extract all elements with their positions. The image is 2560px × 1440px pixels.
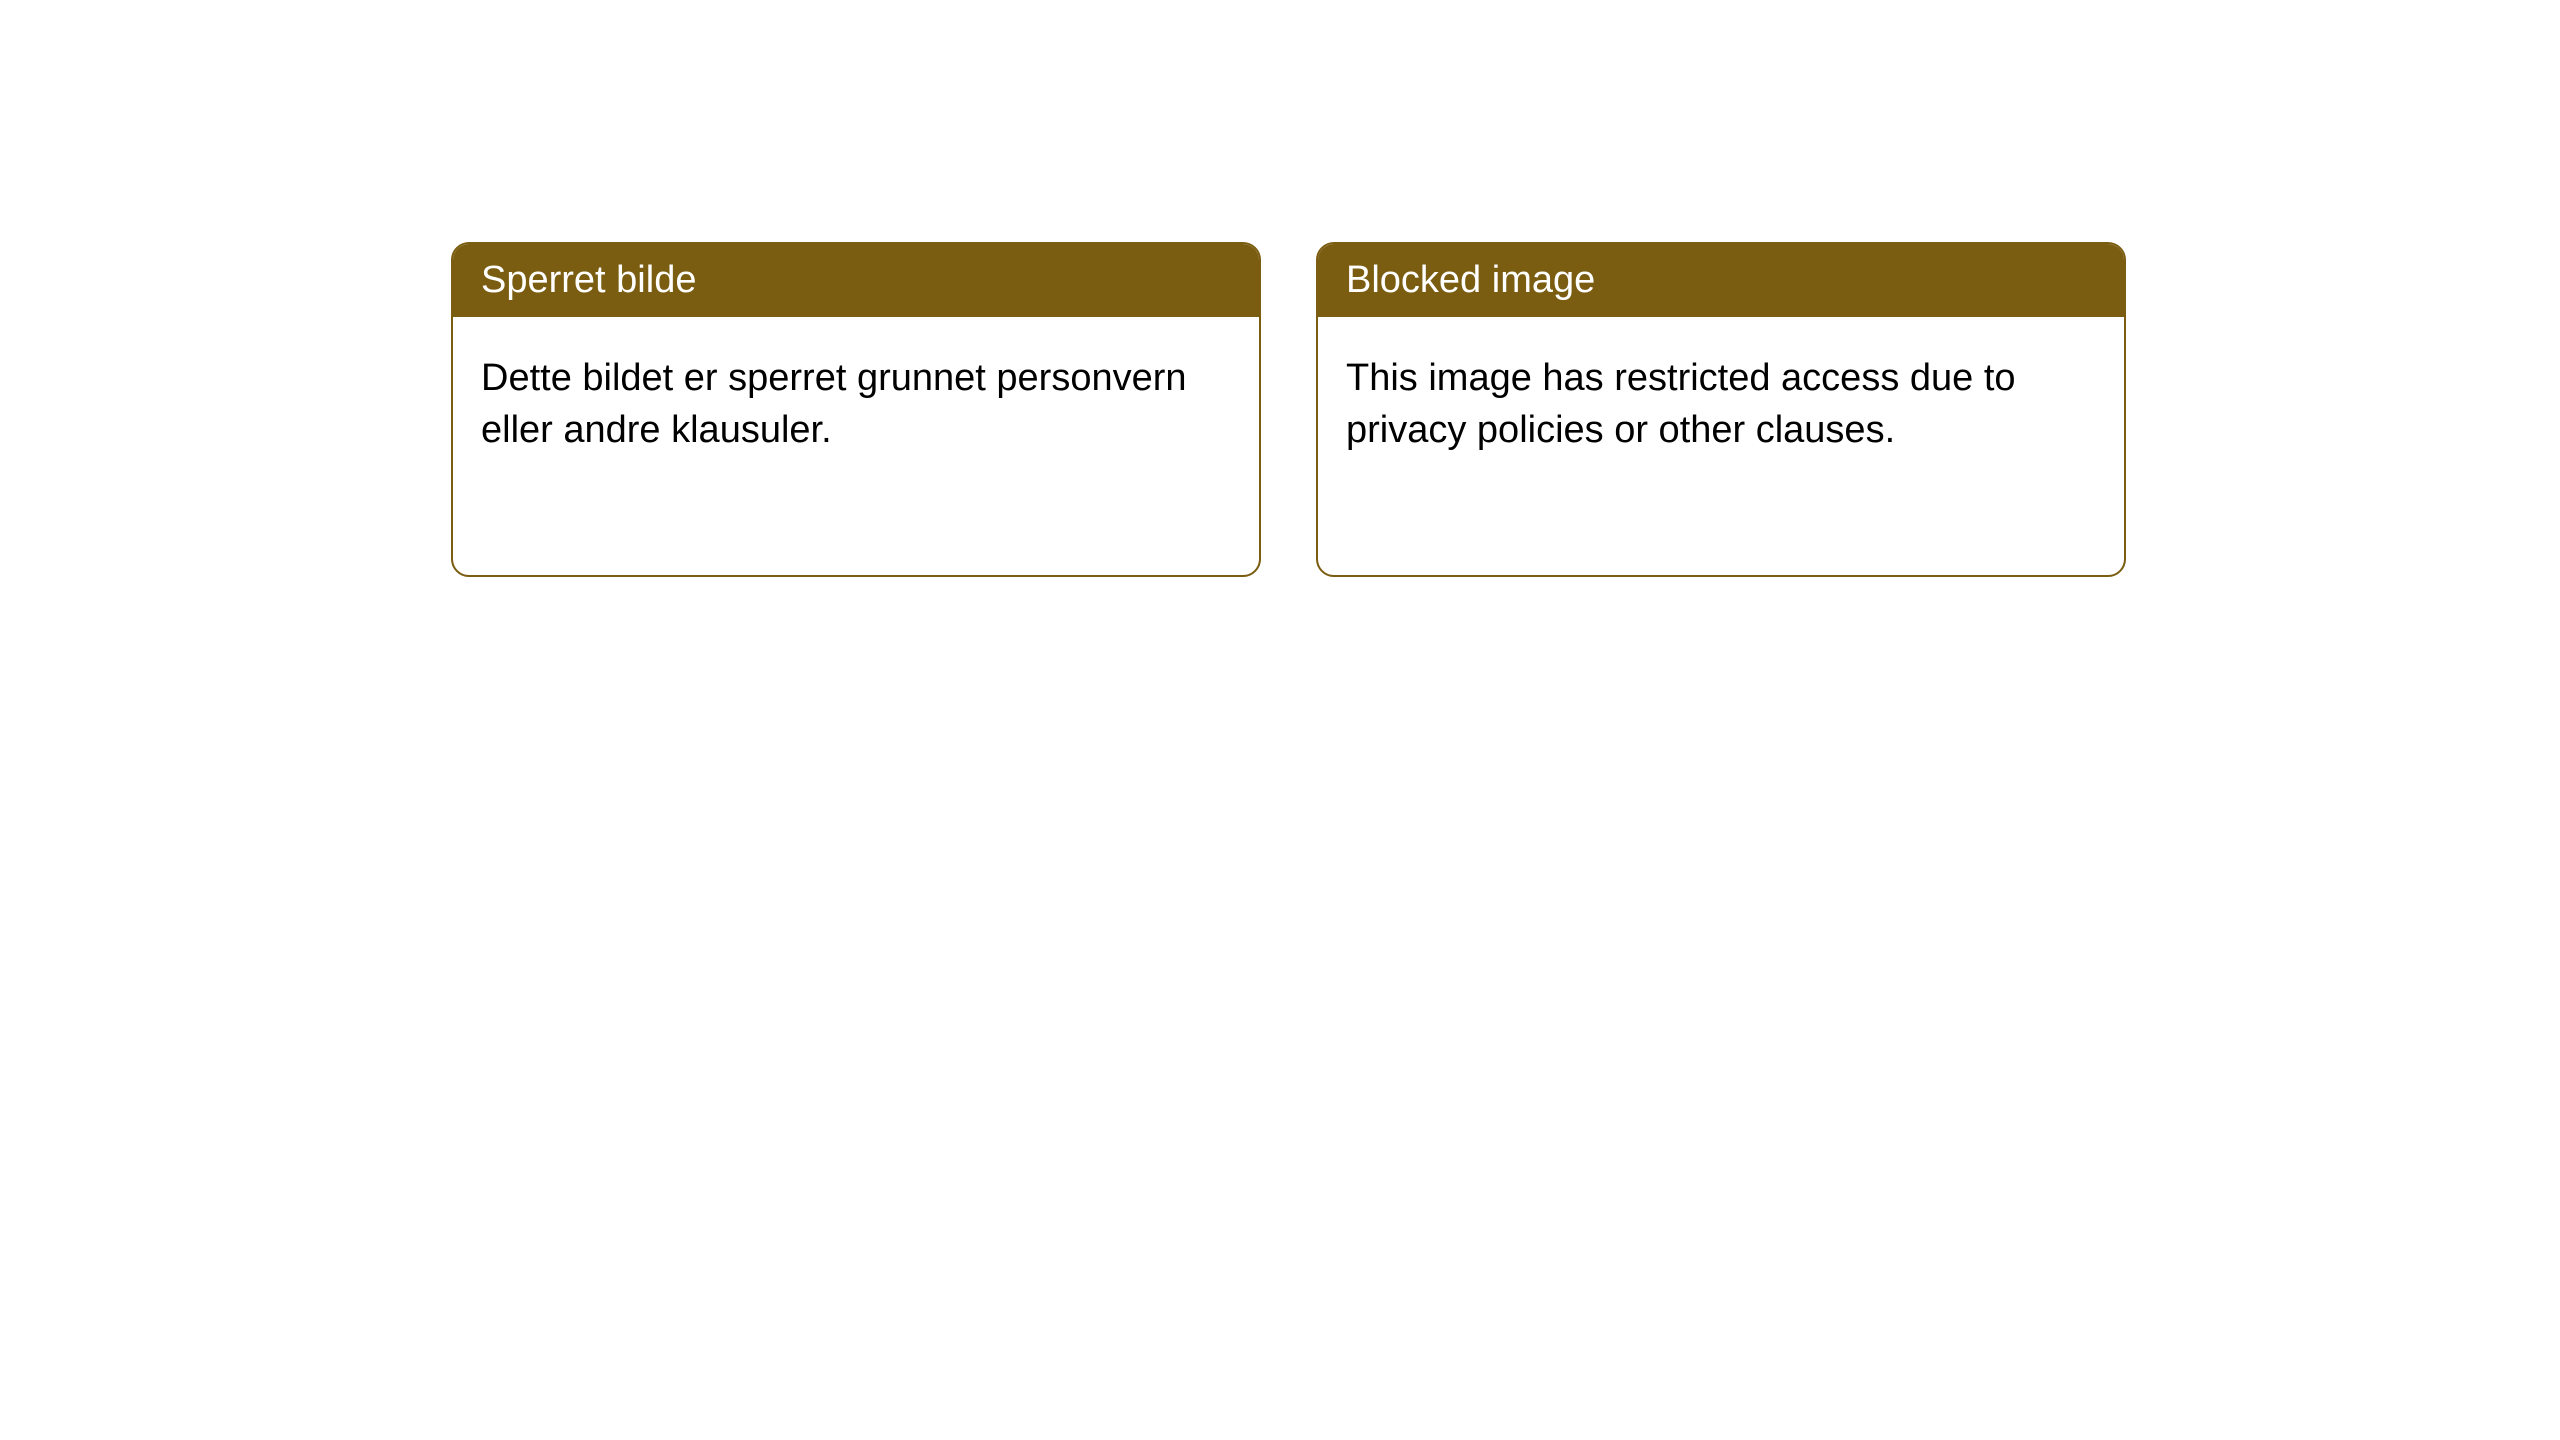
card-body-no: Dette bildet er sperret grunnet personve… [453,317,1259,492]
card-row: Sperret bilde Dette bildet er sperret gr… [451,242,2126,577]
card-body-en: This image has restricted access due to … [1318,317,2124,492]
card-header-no: Sperret bilde [453,244,1259,317]
blocked-image-card-no: Sperret bilde Dette bildet er sperret gr… [451,242,1261,577]
blocked-image-card-en: Blocked image This image has restricted … [1316,242,2126,577]
card-header-en: Blocked image [1318,244,2124,317]
